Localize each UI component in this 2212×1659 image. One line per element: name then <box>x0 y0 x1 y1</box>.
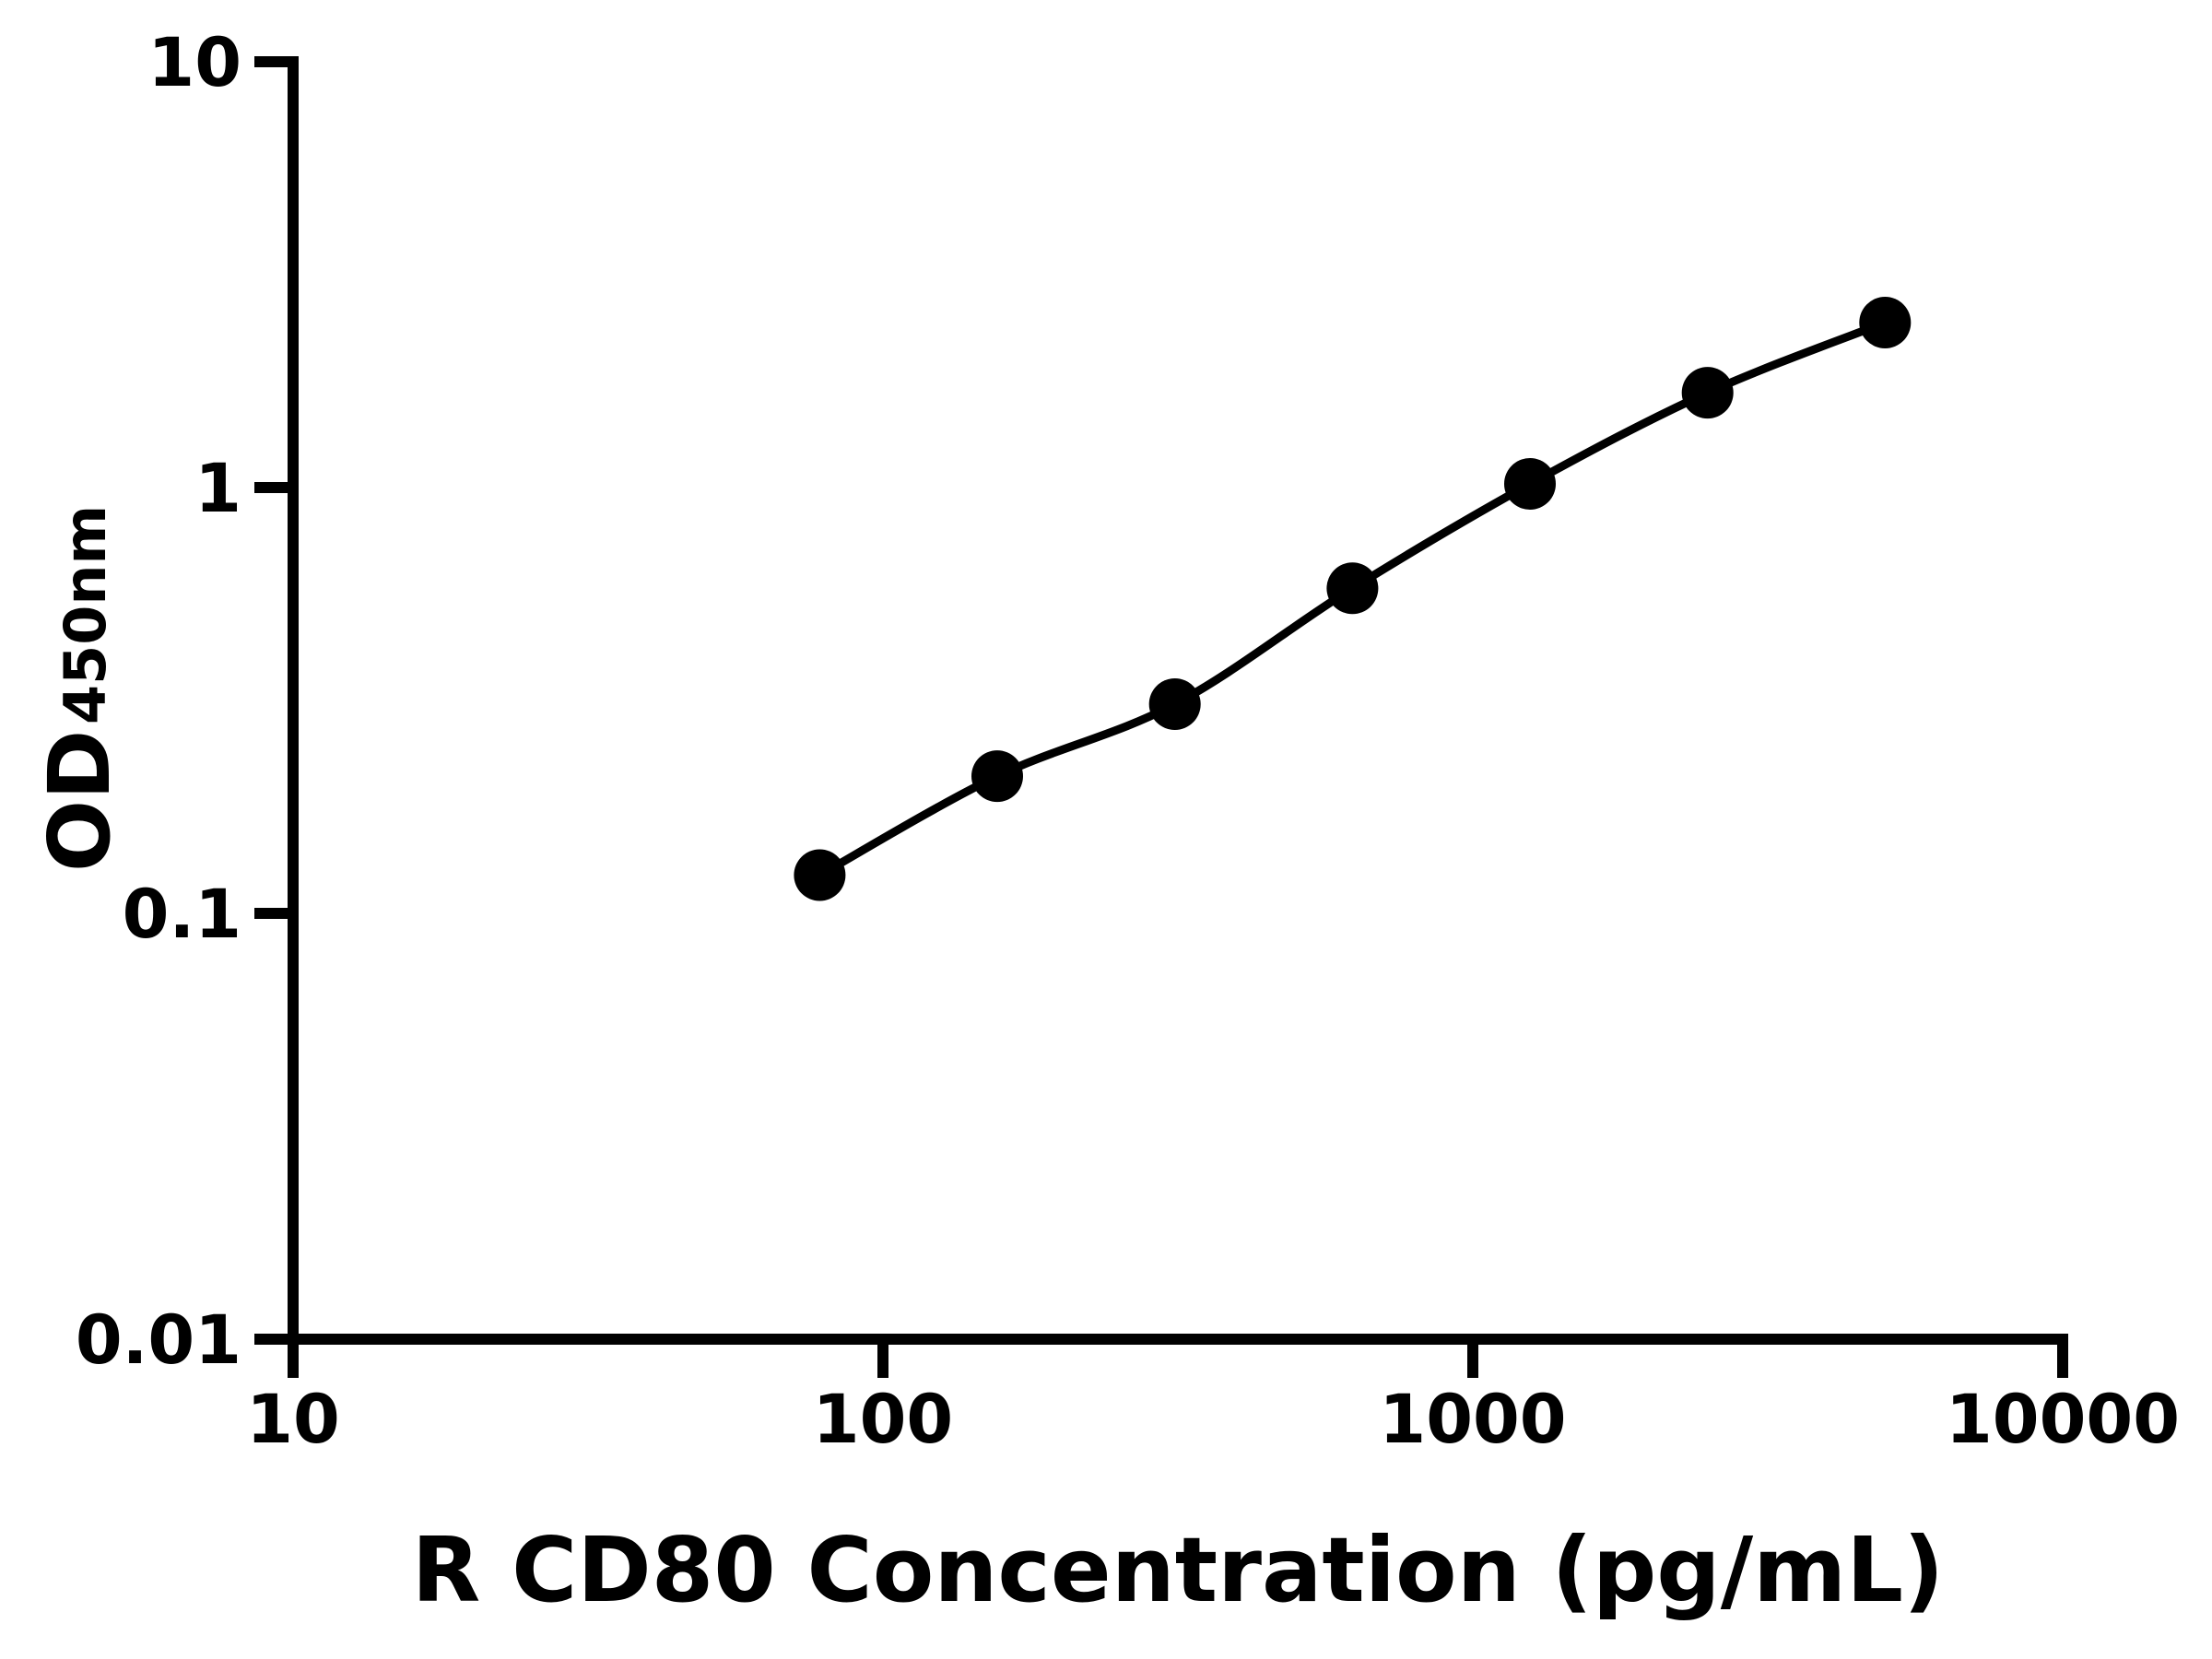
data-point-312.5 <box>1148 678 1201 730</box>
data-point-2500 <box>1681 367 1734 419</box>
y-axis-title-subscript: 450nm <box>52 505 119 724</box>
x-axis-title: R CD80 Concentration (pg/mL) <box>412 1518 1945 1622</box>
x-tick-label-1000: 1000 <box>1379 1381 1566 1459</box>
y-tick-label-10: 10 <box>147 24 241 102</box>
x-tick-label-10: 10 <box>246 1381 340 1459</box>
x-tick-label-10000: 10000 <box>1946 1381 2180 1459</box>
y-tick-label-0.01: 0.01 <box>76 1301 241 1380</box>
y-tick-label-1: 1 <box>194 450 241 528</box>
data-point-5000 <box>1859 297 1912 348</box>
x-tick-label-100: 100 <box>813 1381 953 1459</box>
data-point-625 <box>1326 562 1379 615</box>
data-point-78.125 <box>794 849 846 901</box>
data-point-156.25 <box>971 750 1023 803</box>
y-axis-title: OD 450nm <box>30 505 129 872</box>
data-point-1250 <box>1504 458 1556 510</box>
y-tick-label-0.1: 0.1 <box>123 876 241 954</box>
y-axis-title-main: OD <box>30 730 129 873</box>
